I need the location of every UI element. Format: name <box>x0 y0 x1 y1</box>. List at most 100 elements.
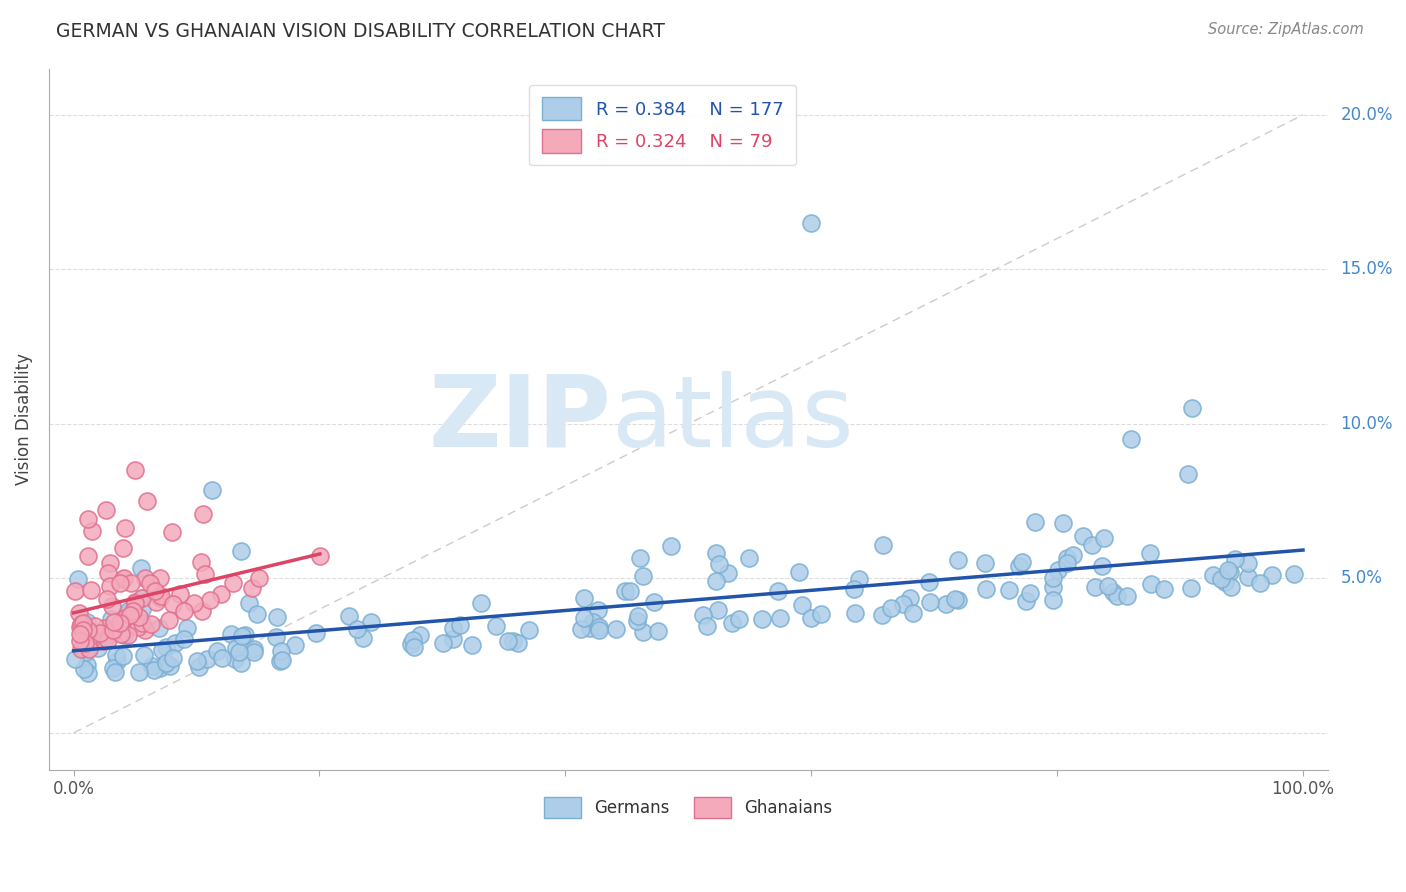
Point <box>117 603 139 617</box>
Point <box>194 567 217 582</box>
Point <box>72 616 94 631</box>
Point <box>136 494 159 508</box>
Point <box>751 612 773 626</box>
Point <box>432 635 454 649</box>
Point <box>143 583 166 598</box>
Point <box>243 641 266 656</box>
Point <box>209 587 232 601</box>
Point <box>117 628 139 642</box>
Point <box>233 628 256 642</box>
Text: ZIP: ZIP <box>429 371 612 467</box>
Point <box>97 566 120 581</box>
Point <box>1218 563 1240 577</box>
Point <box>201 483 224 498</box>
Point <box>1219 565 1241 579</box>
Point <box>93 633 115 648</box>
Point <box>619 584 641 599</box>
Point <box>141 658 163 673</box>
Point <box>1046 563 1069 577</box>
Point <box>1056 551 1078 566</box>
Point <box>402 640 425 655</box>
Point <box>945 592 967 607</box>
Point <box>1091 559 1114 574</box>
Point <box>97 632 120 647</box>
Point <box>110 575 132 590</box>
Point <box>1225 552 1247 566</box>
Point <box>692 607 714 622</box>
Point <box>195 652 218 666</box>
Point <box>148 621 170 635</box>
Point <box>150 643 173 657</box>
Point <box>80 632 103 647</box>
Point <box>76 658 98 673</box>
Point <box>103 623 125 637</box>
Point <box>122 604 145 618</box>
Point <box>124 595 146 609</box>
Point <box>228 645 250 659</box>
Point <box>572 610 595 624</box>
Point <box>225 641 247 656</box>
Point <box>569 623 592 637</box>
Point <box>101 661 124 675</box>
Text: Source: ZipAtlas.com: Source: ZipAtlas.com <box>1208 22 1364 37</box>
Point <box>246 607 269 622</box>
Text: atlas: atlas <box>612 371 853 467</box>
Point <box>643 595 665 609</box>
Point <box>891 598 914 612</box>
Point <box>128 665 150 680</box>
Point <box>77 623 100 637</box>
Point <box>243 645 266 659</box>
Point <box>112 571 135 585</box>
Point <box>134 571 156 585</box>
Point <box>1202 568 1225 582</box>
Point <box>1062 548 1084 562</box>
Point <box>605 622 627 636</box>
Point <box>946 553 969 567</box>
Point <box>502 634 524 648</box>
Point <box>270 644 292 658</box>
Point <box>1209 572 1232 586</box>
Point <box>224 652 246 666</box>
Point <box>738 551 761 566</box>
Point <box>207 643 229 657</box>
Point <box>162 650 184 665</box>
Point <box>69 633 91 648</box>
Point <box>76 666 98 681</box>
Point <box>402 633 425 648</box>
Point <box>153 658 176 673</box>
Point <box>1180 581 1202 595</box>
Point <box>1116 589 1139 603</box>
Point <box>901 607 924 621</box>
Point <box>898 591 921 606</box>
Point <box>1139 546 1161 560</box>
Point <box>1261 568 1284 582</box>
Point <box>1042 593 1064 607</box>
Point <box>628 550 651 565</box>
Point <box>91 630 114 644</box>
Point <box>193 507 215 521</box>
Point <box>149 589 172 603</box>
Point <box>115 606 138 620</box>
Point <box>588 624 610 638</box>
Point <box>105 648 128 662</box>
Point <box>1181 401 1204 416</box>
Point <box>1084 580 1107 594</box>
Point <box>1081 538 1104 552</box>
Point <box>1213 574 1236 589</box>
Point <box>441 621 464 635</box>
Point <box>704 546 727 560</box>
Point <box>766 584 789 599</box>
Point <box>128 610 150 624</box>
Point <box>190 604 212 618</box>
Point <box>706 574 728 588</box>
Point <box>134 623 156 637</box>
Point <box>352 631 374 645</box>
Point <box>149 591 172 606</box>
Point <box>183 596 205 610</box>
Point <box>89 626 111 640</box>
Point <box>159 658 181 673</box>
Point <box>946 593 969 607</box>
Point <box>100 612 122 626</box>
Y-axis label: Vision Disability: Vision Disability <box>15 353 32 485</box>
Text: 20.0%: 20.0% <box>1340 106 1393 124</box>
